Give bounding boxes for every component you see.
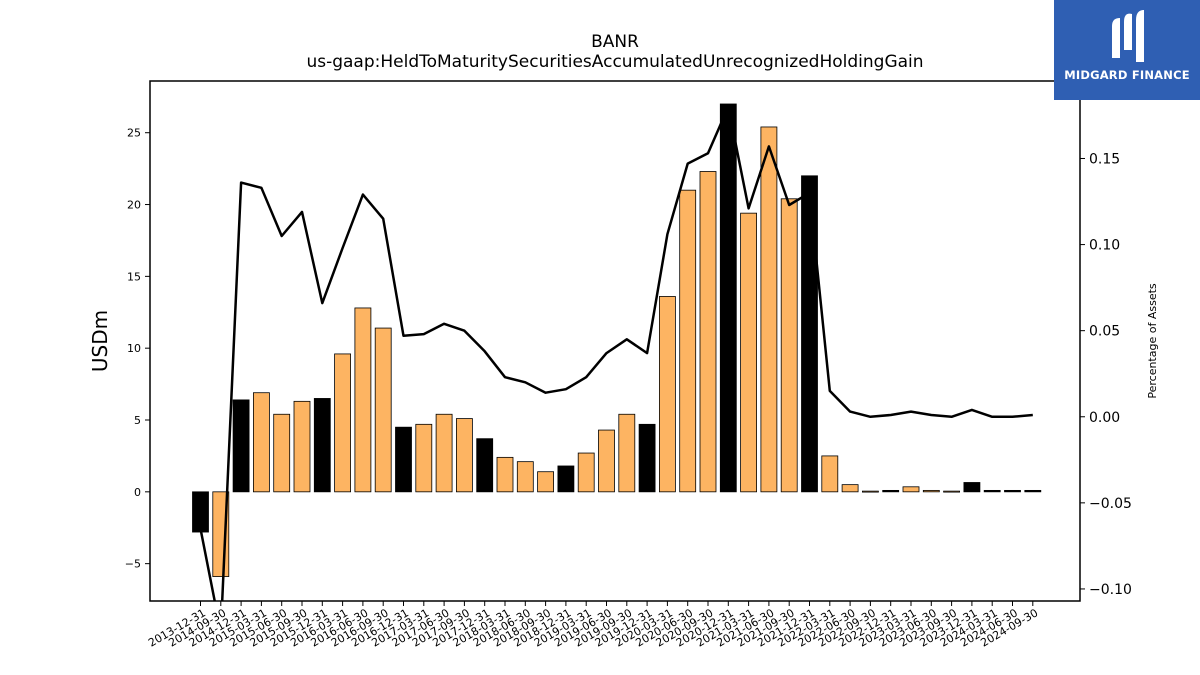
bar [699, 171, 717, 493]
bar [334, 353, 352, 493]
bar [719, 103, 737, 493]
plot-frame [149, 80, 1081, 602]
bar [435, 413, 453, 493]
y-axis-right: −0.10 −0.05 0.00 0.05 0.10 0.15 [1080, 151, 1132, 598]
bar [902, 486, 920, 493]
y2-tick-label: 0.05 [1089, 324, 1120, 340]
y2-tick-label: 0.15 [1089, 151, 1120, 167]
bar [760, 126, 778, 493]
bar [455, 418, 473, 493]
bar [313, 398, 331, 493]
bar [963, 482, 981, 493]
brand-mark-icon [1112, 10, 1144, 62]
bar [618, 413, 636, 493]
bar [1004, 489, 1021, 493]
bar [659, 296, 676, 493]
y-tick-label: 25 [127, 127, 141, 140]
bar [821, 455, 839, 493]
chart-title: BANR [591, 32, 639, 52]
y-axis-label: USDm [88, 310, 112, 372]
y-tick-label: 20 [127, 199, 141, 212]
y2-axis-label: Percentage of Assets [1146, 283, 1159, 399]
bar [557, 465, 575, 493]
y2-tick-label: −0.05 [1089, 496, 1132, 512]
y-tick-label: −5 [125, 558, 141, 571]
bar [293, 400, 311, 493]
y-tick-label: 5 [134, 414, 141, 427]
bar [496, 456, 514, 493]
bar-series [192, 103, 1042, 577]
bar [882, 489, 900, 493]
y-tick-label: 15 [127, 270, 141, 283]
y2-tick-label: 0.00 [1089, 410, 1120, 426]
chart-subtitle: us-gaap:HeldToMaturitySecuritiesAccumula… [306, 52, 924, 72]
bar [841, 484, 859, 493]
bar [395, 426, 412, 493]
bar [537, 471, 554, 493]
y-tick-label: 10 [127, 342, 141, 355]
bar [740, 212, 757, 493]
brand-name: MIDGARD FINANCE [1064, 68, 1190, 82]
bar [598, 429, 615, 493]
y2-tick-label: −0.10 [1089, 582, 1132, 598]
bar [476, 438, 494, 493]
bar [943, 490, 960, 493]
bar [780, 198, 798, 493]
bar [922, 489, 940, 493]
bar [862, 490, 879, 493]
y-axis-left: −5 0 5 10 15 20 25 [125, 127, 150, 571]
bar [801, 175, 818, 493]
bar [374, 327, 392, 493]
bar [638, 423, 656, 493]
bar [983, 489, 1001, 493]
bar [273, 413, 291, 493]
bar [232, 399, 250, 493]
x-axis: 2013-12-312014-09-302014-12-312015-03-31… [146, 601, 1040, 650]
bar [577, 452, 595, 493]
bar [192, 491, 209, 533]
line-series [199, 105, 1033, 601]
plot-area [150, 81, 1080, 601]
bar [415, 423, 433, 493]
brand-logo: MIDGARD FINANCE [1054, 0, 1200, 100]
bar [516, 461, 534, 493]
y-tick-label: 0 [134, 486, 141, 499]
line-path [199, 105, 1033, 601]
bar [354, 307, 372, 493]
bar [1024, 489, 1042, 493]
bar [679, 189, 697, 493]
bar [252, 392, 270, 493]
y2-tick-label: 0.10 [1089, 238, 1120, 254]
